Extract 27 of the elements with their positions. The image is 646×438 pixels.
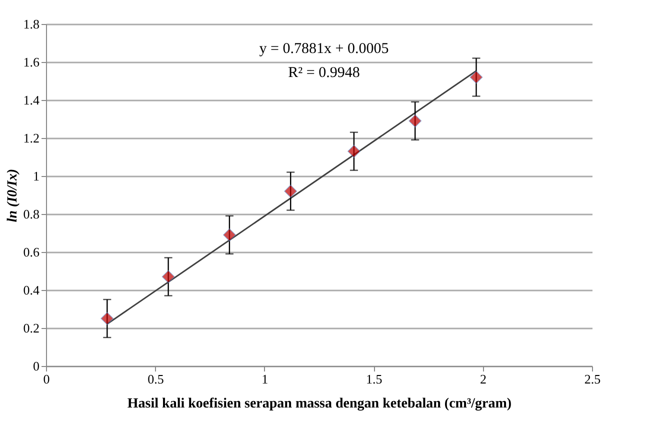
point <box>284 184 298 198</box>
y-tick-label: 0.4 <box>23 282 40 298</box>
x-axis-title: Hasil kali koefisien serapan massa dengan ketebalan (cm³/gram) <box>127 396 512 412</box>
y-tick-label: 0 <box>33 358 40 374</box>
point <box>223 228 236 242</box>
y-tick-label: 1.4 <box>23 92 40 108</box>
point <box>470 70 483 84</box>
annotation: R² = 0.9948 <box>288 65 360 81</box>
x-tick-label: 0 <box>43 372 50 386</box>
point <box>348 144 360 158</box>
x-tick-label: 2 <box>480 372 487 386</box>
y-tick-label: 0.8 <box>23 206 40 222</box>
y-tick-label: 1 <box>33 168 40 184</box>
x-tick-label: 2.5 <box>584 372 601 386</box>
x-tick-label: 1.5 <box>366 372 382 386</box>
y-axis-title: ln (I0/Ix) <box>5 168 20 222</box>
y-tick-label: 0.6 <box>23 244 40 260</box>
y-tick-label: 1.6 <box>23 54 40 70</box>
point <box>408 114 422 128</box>
y-tick-label: 1.2 <box>23 130 40 146</box>
y-tick-label: 1.8 <box>23 16 40 32</box>
x-tick-label: 1 <box>262 372 268 386</box>
annotation: y = 0.7881x + 0.0005 <box>259 41 389 57</box>
x-tick-label: 0.5 <box>148 372 164 386</box>
y-tick-label: 0.2 <box>23 320 40 336</box>
point <box>100 312 114 325</box>
point <box>162 270 175 284</box>
